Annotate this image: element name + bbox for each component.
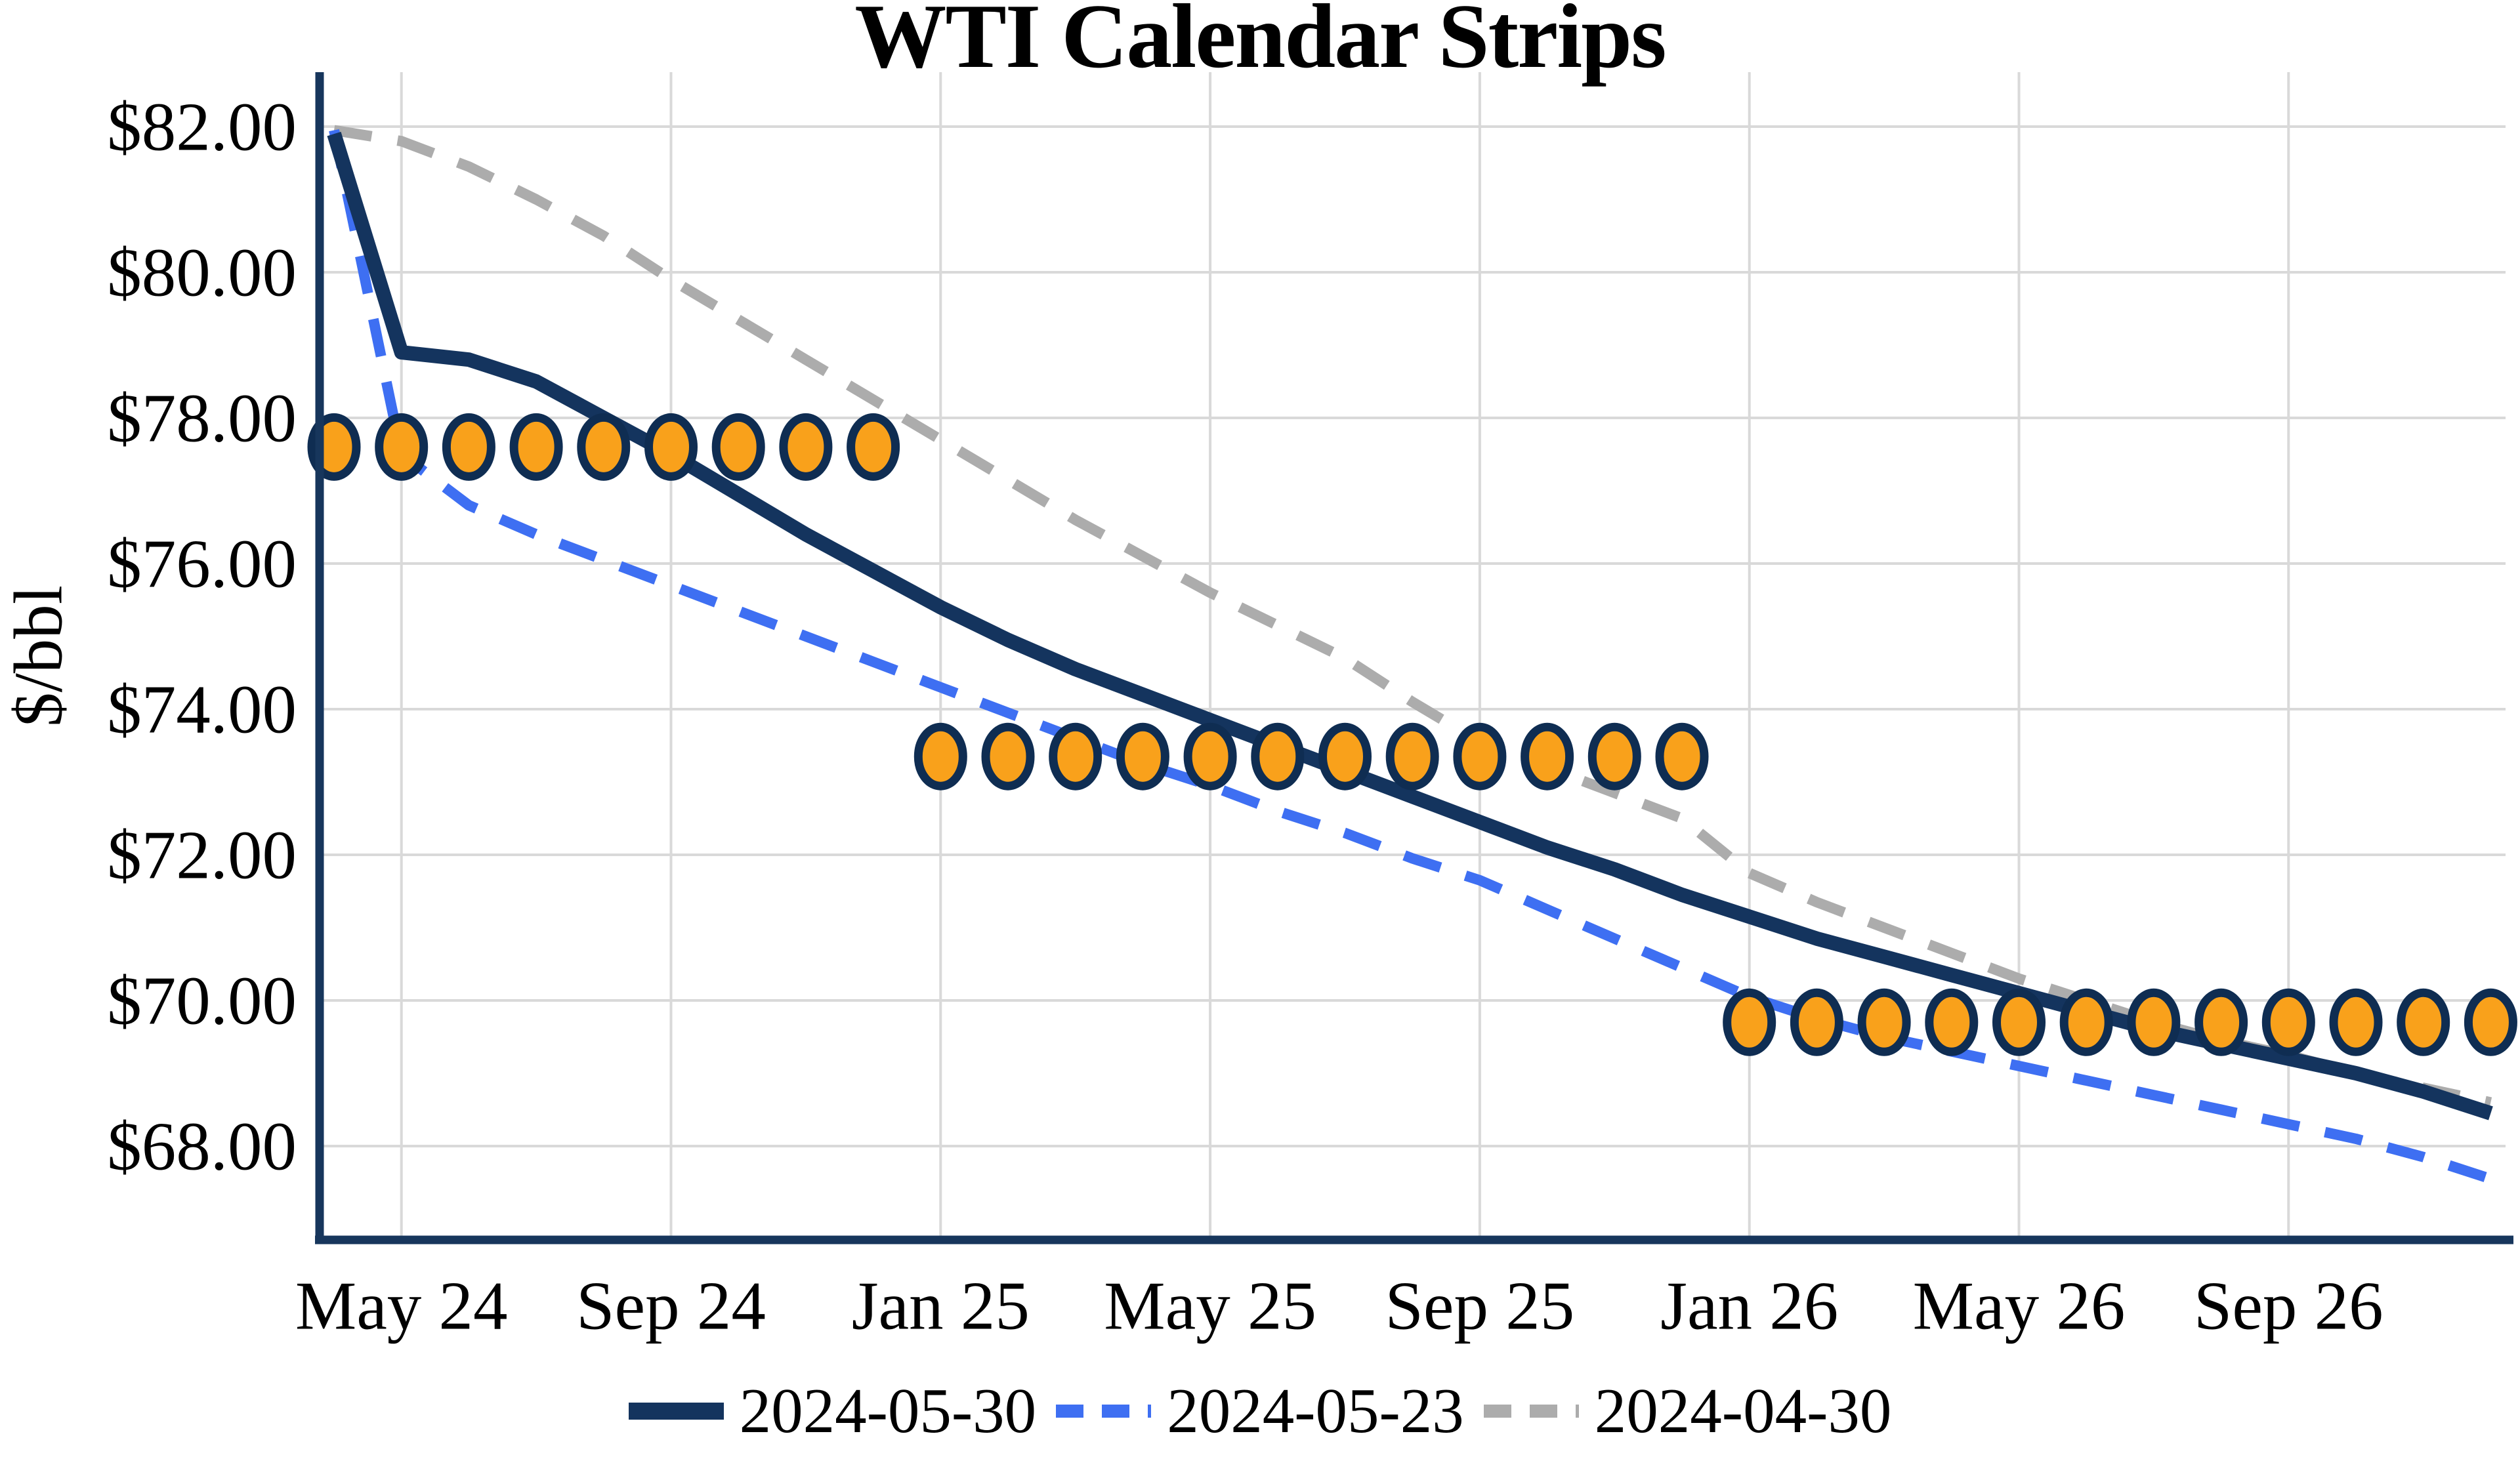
strip-marker [847,413,900,481]
strip-marker [1453,722,1507,791]
strip-marker [1723,988,1776,1056]
x-tick-label: Sep 25 [1385,1267,1575,1344]
y-tick-label: $74.00 [107,671,297,748]
y-tick-label: $82.00 [107,89,297,165]
strip-marker [1857,988,1911,1056]
series-line-2024-05-23 [329,129,2492,1184]
x-tick-label: Jan 26 [1660,1267,1838,1344]
legend-item-2024-04-30: 2024-04-30 [1483,1374,1892,1447]
chart-title: WTI Calendar Strips [854,0,1666,87]
strip-marker [577,413,631,481]
x-tick-label: Jan 25 [852,1267,1030,1344]
y-tick-label: $80.00 [107,234,297,311]
strip-marker [1183,722,1237,791]
strip-marker [914,722,967,791]
strip-marker [2464,988,2517,1056]
strip-marker [509,413,563,481]
legend-item-2024-05-23: 2024-05-23 [1056,1374,1464,1447]
x-tick-label: Sep 26 [2194,1267,2384,1344]
strip-marker [442,413,495,481]
strip-marker [1992,988,2046,1056]
legend-item-2024-05-30: 2024-05-30 [628,1374,1037,1447]
chart-legend: 2024-05-30 2024-05-23 2024-04-30 [0,1374,2520,1447]
strip-marker [711,413,765,481]
strip-marker [2397,988,2450,1056]
legend-label: 2024-05-30 [739,1376,1037,1446]
strip-marker [1521,722,1574,791]
y-tick-label: $78.00 [107,380,297,457]
series-line-2024-05-30 [327,131,2493,1120]
x-tick-label: Sep 24 [576,1267,766,1344]
strip-marker [1587,722,1641,791]
strip-marker [2127,988,2181,1056]
series-line-2024-04-30 [333,125,2492,1108]
x-tick-label: May 25 [1104,1267,1316,1344]
strip-marker [2059,988,2113,1056]
x-tick-label: May 26 [1913,1267,2126,1344]
strip-marker [1251,722,1305,791]
strip-marker [1049,722,1102,791]
strip-marker [1385,722,1439,791]
y-tick-label: $68.00 [107,1108,297,1185]
strip-marker [2194,988,2248,1056]
strip-marker [981,722,1035,791]
y-tick-label: $76.00 [107,525,297,602]
y-tick-label: $72.00 [107,817,297,894]
legend-swatch-blue-dashed-line-icon [1056,1404,1152,1418]
strip-marker [1318,722,1372,791]
y-tick-label: $70.00 [107,962,297,1039]
legend-swatch-solid-line-icon [628,1402,724,1420]
strip-marker [375,413,429,481]
legend-label: 2024-05-23 [1167,1376,1464,1446]
strip-marker [1655,722,1709,791]
legend-swatch-gray-dashed-line-icon [1483,1404,1579,1418]
strip-marker [2261,988,2315,1056]
x-tick-label: May 24 [295,1267,508,1344]
strip-marker [1116,722,1169,791]
strip-marker [1925,988,1979,1056]
legend-label: 2024-04-30 [1594,1376,1892,1446]
strip-marker [644,413,698,481]
strip-marker [779,413,833,481]
strip-marker [1790,988,1843,1056]
strip-marker [2329,988,2383,1056]
